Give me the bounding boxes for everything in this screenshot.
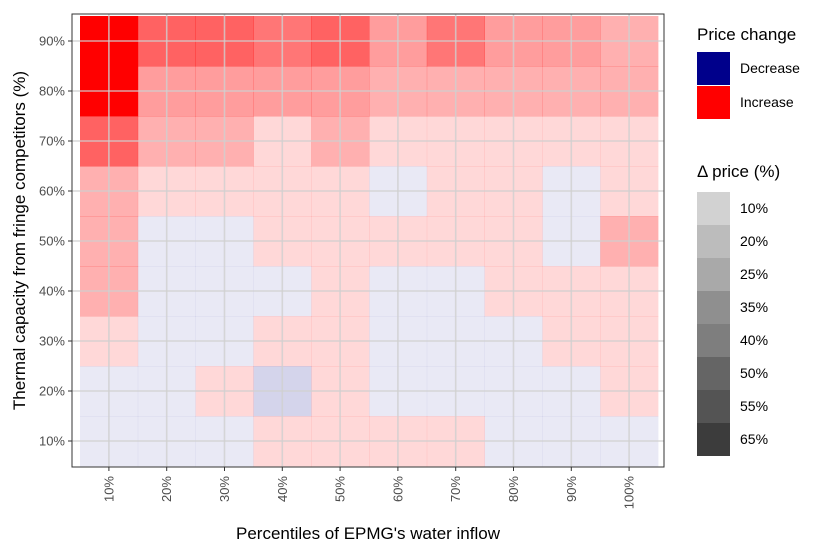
y-tick-label: 60%: [39, 184, 65, 199]
legend-key-decrease: [697, 52, 730, 85]
x-tick-label: 50%: [333, 476, 348, 502]
x-axis-title: Percentiles of EPMG's water inflow: [236, 524, 501, 543]
x-axis: 10% 20% 30% 40% 50% 60% 70% 80% 90% 100%: [101, 467, 637, 510]
legend-delta-price: Δ price (%) 10% 20% 25% 35% 40% 50% 55% 65%: [697, 162, 780, 456]
legend-label: 55%: [740, 398, 768, 414]
legend-label: 65%: [740, 431, 768, 447]
legend-key-delta: [697, 357, 730, 390]
legend-price-change: Price change Decrease Increase: [697, 25, 800, 119]
legend-label: 35%: [740, 299, 768, 315]
legend-label: 50%: [740, 365, 768, 381]
grid-lines: [72, 14, 664, 467]
legend-key-delta: [697, 225, 730, 258]
x-tick-label: 80%: [506, 476, 521, 502]
y-axis-title: Thermal capacity from fringe competitors…: [10, 71, 29, 410]
legend-label: Decrease: [740, 60, 800, 76]
y-tick-label: 80%: [39, 84, 65, 99]
legend-label: 40%: [740, 332, 768, 348]
y-tick-label: 90%: [39, 34, 65, 49]
legend-label: 10%: [740, 200, 768, 216]
legend-key-increase: [697, 86, 730, 119]
legend-key-delta: [697, 291, 730, 324]
y-tick-label: 10%: [39, 434, 65, 449]
x-tick-label: 100%: [622, 476, 637, 510]
legend-key-delta: [697, 192, 730, 225]
legend-label: Increase: [740, 94, 794, 110]
y-tick-label: 20%: [39, 384, 65, 399]
legend-key-delta: [697, 423, 730, 456]
x-tick-label: 60%: [390, 476, 405, 502]
y-tick-label: 30%: [39, 334, 65, 349]
x-tick-label: 30%: [217, 476, 232, 502]
y-tick-label: 70%: [39, 134, 65, 149]
x-tick-label: 10%: [101, 476, 116, 502]
legend-delta-price-title: Δ price (%): [697, 162, 780, 181]
legend-price-change-title: Price change: [697, 25, 796, 44]
legend-label: 25%: [740, 266, 768, 282]
x-tick-label: 90%: [564, 476, 579, 502]
x-tick-label: 40%: [275, 476, 290, 502]
legend-key-delta: [697, 258, 730, 291]
y-axis: 10% 20% 30% 40% 50% 60% 70% 80% 90%: [39, 34, 72, 449]
legend-key-delta: [697, 390, 730, 423]
legend-key-delta: [697, 324, 730, 357]
y-tick-label: 40%: [39, 284, 65, 299]
legend-label: 20%: [740, 233, 768, 249]
x-tick-label: 20%: [159, 476, 174, 502]
x-tick-label: 70%: [448, 476, 463, 502]
y-tick-label: 50%: [39, 234, 65, 249]
